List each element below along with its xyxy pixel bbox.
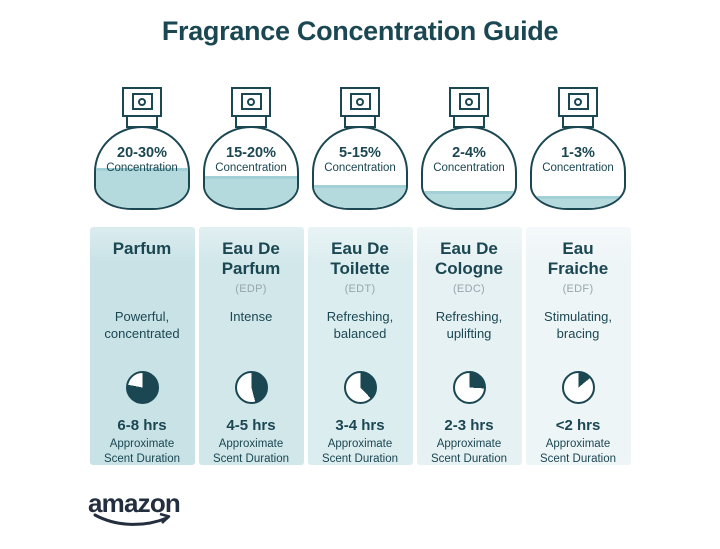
concentration-value: 1-3% [561, 145, 595, 161]
fragrance-description: Powerful, concentrated [104, 309, 180, 341]
bottle-body: 1-3% Concentration [530, 126, 626, 210]
clock-row [90, 371, 195, 417]
liquid-fill [314, 184, 406, 208]
fragrance-name: Eau Fraiche [547, 239, 609, 279]
bottle-nozzle [349, 93, 371, 110]
column-eau-fraiche: Eau Fraiche (EDF) Stimulating, bracing <… [525, 227, 631, 465]
bottle-slot: 2-4% Concentration [417, 87, 522, 210]
nozzle-circle-icon [465, 97, 473, 106]
name-block: Eau De Toilette (EDT) [308, 239, 413, 309]
nozzle-circle-icon [356, 97, 364, 106]
duration-label: Approximate Scent Duration [103, 438, 181, 465]
bottle-slot: 1-3% Concentration [526, 87, 631, 210]
perfume-bottle-icon: 2-4% Concentration [421, 87, 517, 210]
fragrance-description: Intense [229, 309, 273, 324]
column-eau-de-cologne: Eau De Cologne (EDC) Refreshing, uplifti… [416, 227, 522, 465]
duration-hours: 6-8 hrs [117, 417, 167, 434]
bottle-nozzle [567, 93, 589, 110]
concentration-label: Concentration [433, 162, 505, 174]
bottle-cap [122, 87, 162, 117]
liquid-fill [205, 176, 297, 208]
liquid-fill [532, 195, 624, 208]
bottle-nozzle [458, 93, 480, 110]
bottle-body: 5-15% Concentration [312, 126, 408, 210]
concentration-value: 5-15% [339, 145, 381, 161]
duration-clock-icon [561, 371, 595, 404]
bottle-body: 15-20% Concentration [203, 126, 299, 210]
amazon-smile-icon [93, 512, 171, 526]
fragrance-abbr: (EDF) [562, 283, 594, 296]
concentration-label: Concentration [542, 162, 614, 174]
perfume-bottle-icon: 15-20% Concentration [203, 87, 299, 210]
amazon-logo-text: amazon [88, 488, 181, 518]
bottle-nozzle [131, 93, 153, 110]
clock-row [526, 371, 631, 417]
bottle-cap [231, 87, 271, 117]
duration-clock-icon [125, 371, 159, 404]
fragrance-description: Refreshing, uplifting [435, 309, 503, 341]
duration-clock-icon [452, 371, 486, 404]
bottle-slot: 5-15% Concentration [308, 87, 413, 210]
duration-label: Approximate Scent Duration [212, 438, 290, 465]
bottle-slot: 15-20% Concentration [199, 87, 304, 210]
fragrance-abbr: (EDC) [452, 283, 486, 296]
duration-clock-icon [234, 371, 268, 404]
bottle-slot: 20-30% Concentration [90, 87, 195, 210]
column-eau-de-toilette: Eau De Toilette (EDT) Refreshing, balanc… [307, 227, 413, 465]
concentration-value: 2-4% [452, 145, 486, 161]
info-column-row: Parfum Powerful, concentrated 6-8 hrs Ap… [0, 227, 720, 465]
nozzle-circle-icon [138, 97, 146, 106]
nozzle-circle-icon [247, 97, 255, 106]
fragrance-description: Refreshing, balanced [326, 309, 394, 341]
name-block: Eau De Cologne (EDC) [417, 239, 522, 309]
clock-row [417, 371, 522, 417]
duration-hours: 3-4 hrs [335, 417, 385, 434]
duration-hours: 2-3 hrs [444, 417, 494, 434]
concentration-value: 20-30% [117, 145, 167, 161]
fragrance-description: Stimulating, bracing [544, 309, 612, 341]
concentration-label: Concentration [324, 162, 396, 174]
amazon-logo: amazon [88, 490, 198, 528]
fragrance-name: Eau De Cologne [435, 239, 503, 279]
fragrance-abbr: (EDP) [235, 283, 267, 296]
concentration-value: 15-20% [226, 145, 276, 161]
duration-label: Approximate Scent Duration [321, 438, 399, 465]
name-block: Eau Fraiche (EDF) [526, 239, 631, 309]
concentration-label: Concentration [215, 162, 287, 174]
liquid-fill [423, 191, 515, 208]
clock-row [308, 371, 413, 417]
fragrance-name: Parfum [112, 239, 172, 258]
column-parfum: Parfum Powerful, concentrated 6-8 hrs Ap… [89, 227, 195, 465]
bottle-nozzle [240, 93, 262, 110]
perfume-bottle-icon: 1-3% Concentration [530, 87, 626, 210]
page-title: Fragrance Concentration Guide [161, 16, 559, 46]
bottle-body: 2-4% Concentration [421, 126, 517, 210]
clock-row [199, 371, 304, 417]
duration-clock-icon [343, 371, 377, 404]
fragrance-name: Eau De Toilette [330, 239, 390, 279]
concentration-label: Concentration [106, 162, 178, 174]
duration-label: Approximate Scent Duration [430, 438, 508, 465]
name-block: Parfum [90, 239, 195, 309]
bottle-row: 20-30% Concentration 15-20% Concentratio… [0, 87, 720, 210]
bottle-body: 20-30% Concentration [94, 126, 190, 210]
name-block: Eau De Parfum (EDP) [199, 239, 304, 309]
duration-label: Approximate Scent Duration [539, 438, 617, 465]
duration-hours: 4-5 hrs [226, 417, 276, 434]
column-eau-de-parfum: Eau De Parfum (EDP) Intense 4-5 hrs Appr… [198, 227, 304, 465]
fragrance-abbr: (EDT) [344, 283, 376, 296]
perfume-bottle-icon: 5-15% Concentration [312, 87, 408, 210]
bottle-cap [340, 87, 380, 117]
liquid-fill [96, 168, 188, 208]
perfume-bottle-icon: 20-30% Concentration [94, 87, 190, 210]
bottle-cap [558, 87, 598, 117]
fragrance-name: Eau De Parfum [221, 239, 281, 279]
duration-hours: <2 hrs [555, 417, 601, 434]
bottle-cap [449, 87, 489, 117]
nozzle-circle-icon [574, 97, 582, 106]
